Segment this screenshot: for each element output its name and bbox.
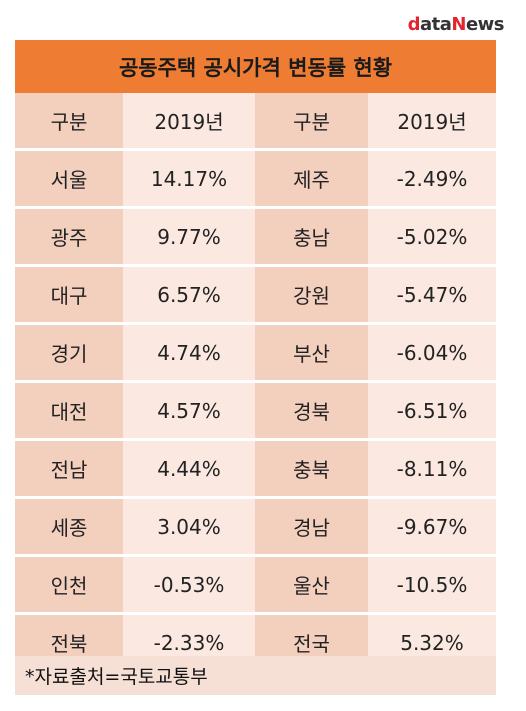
region-cell: 부산 — [255, 323, 368, 383]
table-header-row: 구분 2019년 구분 2019년 — [15, 93, 496, 151]
price-change-table: 구분 2019년 구분 2019년 서울 14.17% 제주 -2.49% 광주… — [15, 93, 496, 673]
header-cell-year: 2019년 — [123, 93, 255, 151]
value-cell: -9.67% — [368, 497, 496, 557]
value-cell: -6.51% — [368, 381, 496, 441]
value-cell: -6.04% — [368, 323, 496, 383]
price-change-card: 공동주택 공시가격 변동률 현황 구분 2019년 구분 2019년 서울 14… — [15, 40, 496, 695]
value-cell: -10.5% — [368, 555, 496, 615]
region-cell: 제주 — [255, 149, 368, 209]
table-row: 광주 9.77% 충남 -5.02% — [15, 207, 496, 267]
source-note: *자료출처=국토교통부 — [15, 656, 496, 695]
header-cell-year: 2019년 — [368, 93, 496, 151]
table-row: 서울 14.17% 제주 -2.49% — [15, 149, 496, 209]
region-cell: 충남 — [255, 207, 368, 267]
table-row: 인천 -0.53% 울산 -10.5% — [15, 555, 496, 615]
value-cell: -5.47% — [368, 265, 496, 325]
datanews-logo: dataNews — [407, 14, 505, 35]
value-cell: 14.17% — [123, 149, 255, 209]
region-cell: 서울 — [15, 149, 123, 209]
value-cell: 4.57% — [123, 381, 255, 441]
value-cell: 6.57% — [123, 265, 255, 325]
header-cell-region: 구분 — [255, 93, 368, 151]
region-cell: 광주 — [15, 207, 123, 267]
value-cell: 3.04% — [123, 497, 255, 557]
region-cell: 경북 — [255, 381, 368, 441]
value-cell: 4.44% — [123, 439, 255, 499]
value-cell: 4.74% — [123, 323, 255, 383]
value-cell: -2.49% — [368, 149, 496, 209]
region-cell: 경남 — [255, 497, 368, 557]
region-cell: 경기 — [15, 323, 123, 383]
table-row: 경기 4.74% 부산 -6.04% — [15, 323, 496, 383]
region-cell: 울산 — [255, 555, 368, 615]
table-row: 대구 6.57% 강원 -5.47% — [15, 265, 496, 325]
region-cell: 세종 — [15, 497, 123, 557]
table-row: 대전 4.57% 경북 -6.51% — [15, 381, 496, 441]
region-cell: 전남 — [15, 439, 123, 499]
value-cell: 9.77% — [123, 207, 255, 267]
table-row: 세종 3.04% 경남 -9.67% — [15, 497, 496, 557]
table-row: 전남 4.44% 충북 -8.11% — [15, 439, 496, 499]
table-title: 공동주택 공시가격 변동률 현황 — [15, 40, 496, 93]
region-cell: 대구 — [15, 265, 123, 325]
region-cell: 대전 — [15, 381, 123, 441]
region-cell: 충북 — [255, 439, 368, 499]
value-cell: -5.02% — [368, 207, 496, 267]
value-cell: -8.11% — [368, 439, 496, 499]
header-cell-region: 구분 — [15, 93, 123, 151]
value-cell: -0.53% — [123, 555, 255, 615]
region-cell: 강원 — [255, 265, 368, 325]
region-cell: 인천 — [15, 555, 123, 615]
